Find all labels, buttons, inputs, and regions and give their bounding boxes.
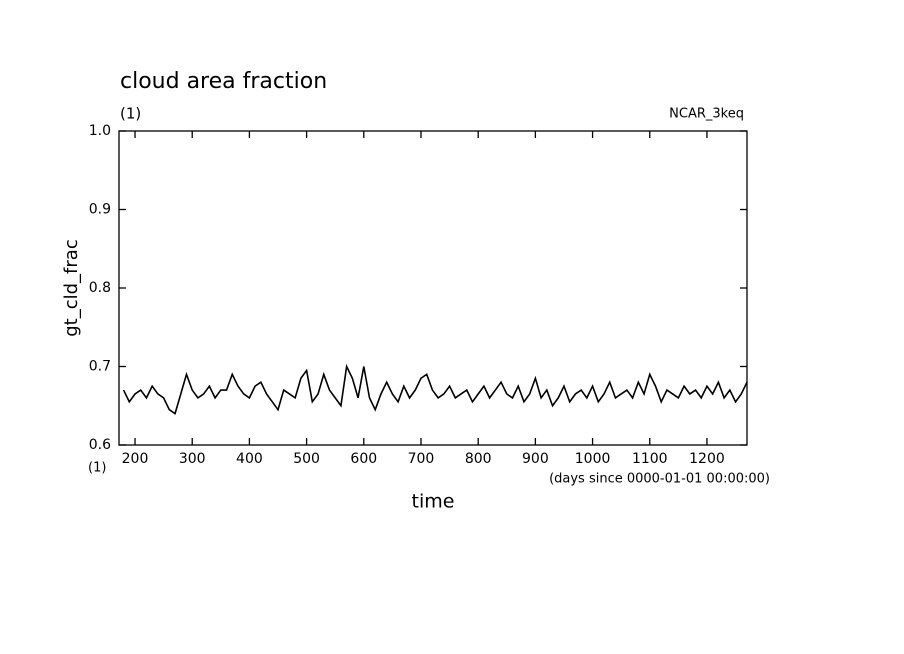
subtitle: (1) — [120, 105, 141, 123]
annotation: NCAR_3keq — [669, 107, 744, 122]
x-tick-label: 700 — [408, 451, 435, 467]
x-axis-label: time — [412, 491, 455, 513]
x-units-note: (days since 0000-01-01 00:00:00) — [549, 472, 770, 487]
y-tick-label: 0.7 — [89, 359, 111, 375]
x-tick-label: 1200 — [689, 451, 725, 467]
x-tick-label: 1000 — [575, 451, 611, 467]
x-tick-label: 900 — [522, 451, 549, 467]
y-tick-label: 0.6 — [89, 437, 111, 453]
data-line — [122, 363, 748, 415]
x-tick-label: 800 — [465, 451, 492, 467]
x-tick-label: 300 — [179, 451, 206, 467]
x-unit: (1) — [88, 461, 106, 476]
chart-title: cloud area fraction — [120, 69, 327, 94]
x-tick-label: 400 — [236, 451, 263, 467]
y-tick-label: 0.9 — [89, 202, 111, 218]
x-tick-label: 500 — [293, 451, 320, 467]
x-tick-label: 1100 — [632, 451, 668, 467]
x-tick-label: 200 — [122, 451, 149, 467]
y-tick-label: 0.8 — [89, 280, 111, 296]
y-axis-label: gt_cld_frac — [61, 239, 82, 336]
y-tick-label: 1.0 — [89, 123, 111, 139]
x-tick-label: 600 — [350, 451, 377, 467]
